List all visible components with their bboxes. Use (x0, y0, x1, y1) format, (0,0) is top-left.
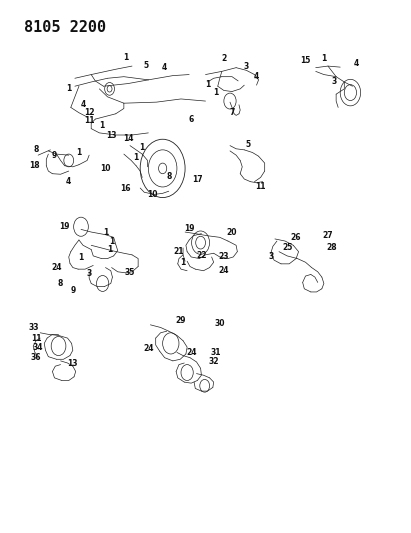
Text: 8: 8 (33, 146, 39, 155)
Text: 16: 16 (121, 183, 131, 192)
Text: 17: 17 (192, 174, 203, 183)
Text: 9: 9 (70, 286, 76, 295)
Text: 13: 13 (106, 131, 117, 140)
Text: 15: 15 (300, 56, 311, 65)
Text: 1: 1 (66, 84, 72, 93)
Text: 1: 1 (321, 54, 326, 62)
Text: 3: 3 (268, 253, 273, 262)
Text: 2: 2 (221, 54, 226, 62)
Text: 1: 1 (205, 80, 210, 89)
Text: 31: 31 (210, 348, 221, 357)
Text: 24: 24 (51, 263, 62, 272)
Text: 1: 1 (107, 245, 112, 254)
Text: 24: 24 (186, 348, 196, 357)
Text: 8105 2200: 8105 2200 (24, 20, 106, 35)
Text: 10: 10 (100, 164, 111, 173)
Text: 24: 24 (219, 266, 229, 275)
Text: 11: 11 (84, 116, 95, 125)
Text: 4: 4 (81, 100, 85, 109)
Text: 11: 11 (255, 182, 266, 191)
Text: 1: 1 (99, 122, 104, 131)
Text: 3: 3 (87, 269, 92, 278)
Text: 8: 8 (58, 279, 63, 288)
Text: 32: 32 (208, 358, 219, 367)
Text: 1: 1 (140, 143, 145, 152)
Text: 23: 23 (219, 253, 229, 262)
Text: 36: 36 (31, 353, 42, 362)
Text: 11: 11 (31, 334, 42, 343)
Text: 5: 5 (246, 140, 251, 149)
Text: 27: 27 (323, 231, 333, 240)
Text: 1: 1 (109, 237, 114, 246)
Text: 3: 3 (244, 62, 249, 70)
Text: 35: 35 (125, 268, 135, 277)
Text: 14: 14 (123, 134, 133, 143)
Text: 1: 1 (180, 258, 186, 266)
Text: 33: 33 (29, 323, 39, 332)
Text: 29: 29 (176, 316, 186, 325)
Text: 1: 1 (79, 253, 83, 262)
Text: 28: 28 (327, 244, 337, 253)
Text: 1: 1 (213, 88, 218, 97)
Text: 4: 4 (162, 63, 167, 72)
Text: 24: 24 (143, 344, 154, 353)
Text: 7: 7 (229, 108, 235, 117)
Text: 20: 20 (227, 228, 237, 237)
Text: 3: 3 (331, 77, 337, 86)
Text: 4: 4 (66, 177, 72, 186)
Text: 34: 34 (33, 343, 44, 352)
Text: 25: 25 (282, 244, 292, 253)
Text: 19: 19 (184, 224, 194, 233)
Text: 9: 9 (52, 151, 57, 160)
Text: 4: 4 (354, 60, 359, 68)
Text: 1: 1 (76, 148, 81, 157)
Text: 26: 26 (290, 233, 300, 242)
Text: 19: 19 (60, 222, 70, 231)
Text: 10: 10 (147, 190, 158, 199)
Text: 21: 21 (174, 247, 184, 256)
Text: 5: 5 (144, 61, 149, 69)
Text: 1: 1 (123, 53, 129, 62)
Text: 1: 1 (103, 228, 108, 237)
Text: 18: 18 (29, 161, 39, 170)
Text: 13: 13 (67, 359, 78, 367)
Text: 8: 8 (166, 172, 171, 181)
Text: 22: 22 (196, 252, 207, 261)
Text: 12: 12 (84, 108, 95, 117)
Text: 6: 6 (189, 115, 194, 124)
Text: 1: 1 (134, 154, 139, 163)
Text: 30: 30 (215, 319, 225, 328)
Text: 4: 4 (254, 72, 259, 81)
